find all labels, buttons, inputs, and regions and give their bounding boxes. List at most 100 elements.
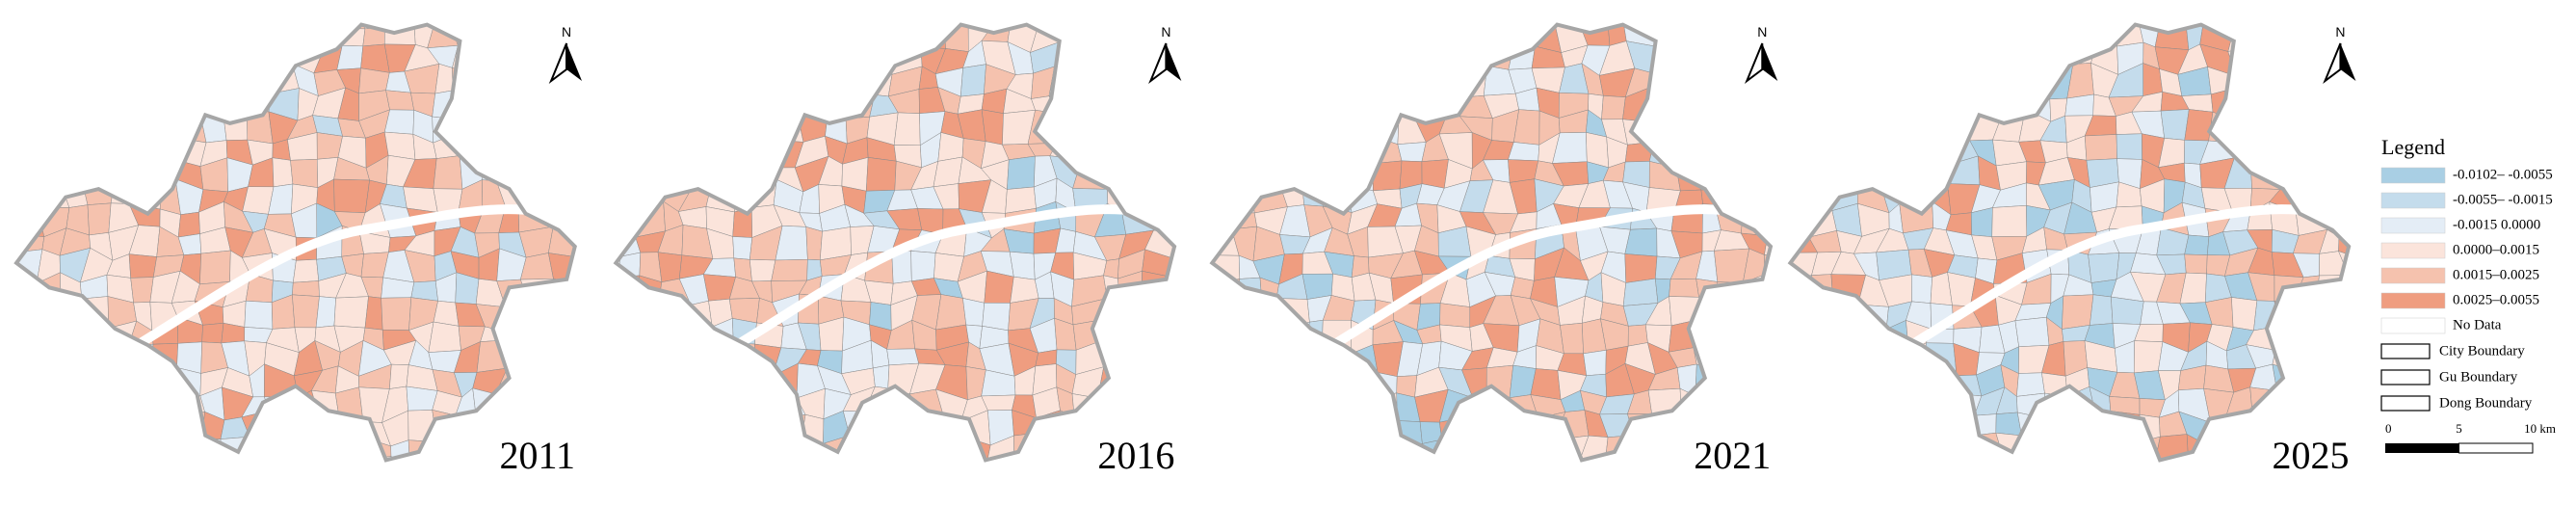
- dong-area: [37, 391, 70, 422]
- dong-area: [865, 157, 897, 192]
- dong-area: [1832, 372, 1860, 394]
- dong-area: [590, 275, 622, 306]
- dong-area: [1419, 24, 1448, 29]
- dong-area: [733, 433, 760, 461]
- dong-area: [1648, 86, 1676, 122]
- dong-area: [1058, 482, 1083, 505]
- dong-area: [1117, 342, 1151, 377]
- dong-area: [2319, 480, 2346, 503]
- dong-area: [1653, 45, 1681, 77]
- dong-area: [150, 367, 181, 392]
- dong-area: [152, 40, 179, 67]
- dong-area: [1814, 299, 1837, 332]
- dong-area: [544, 300, 575, 329]
- dong-area: [38, 140, 69, 164]
- dong-area: [1901, 433, 1936, 461]
- dong-area: [409, 462, 434, 489]
- dong-area: [640, 480, 668, 505]
- dong-area: [105, 139, 139, 166]
- dong-area: [733, 155, 758, 188]
- dong-area: [333, 296, 369, 329]
- dong-area: [16, 316, 41, 353]
- dong-area: [1256, 68, 1287, 97]
- dong-area: [1238, 388, 1261, 418]
- dong-area: [1859, 343, 1889, 377]
- dong-area: [1212, 346, 1240, 378]
- dong-area: [795, 456, 828, 461]
- dong-area: [525, 86, 555, 118]
- dong-area: [635, 24, 661, 26]
- dong-area: [1946, 87, 1975, 120]
- dong-area: [292, 280, 320, 297]
- dong-area: [590, 369, 621, 389]
- dong-area: [2272, 363, 2300, 394]
- dong-area: [2363, 28, 2398, 48]
- dong-area: [1722, 24, 1744, 48]
- dong-area: [241, 458, 278, 461]
- dong-area: [1327, 365, 1350, 399]
- dong-area: [936, 489, 970, 505]
- dong-area: [754, 139, 774, 169]
- dong-area: [2346, 275, 2350, 304]
- dong-area: [1321, 24, 1357, 30]
- boundary-swatch: [2380, 369, 2431, 385]
- dong-area: [1141, 322, 1175, 344]
- dong-area: [705, 412, 738, 441]
- dong-area: [2184, 234, 2210, 255]
- dong-area: [2184, 253, 2208, 275]
- dong-area: [898, 409, 921, 442]
- dong-area: [1397, 24, 1425, 50]
- dong-area: [1301, 415, 1331, 443]
- dong-area: [1212, 91, 1242, 121]
- dong-area: [2363, 0, 2396, 29]
- dong-area: [578, 161, 601, 181]
- dong-area: [102, 371, 139, 397]
- dong-area: [1722, 42, 1744, 72]
- dong-area: [1833, 111, 1866, 143]
- dong-area: [1790, 70, 1820, 96]
- dong-area: [292, 24, 325, 51]
- dong-area: [1122, 24, 1148, 30]
- dong-area: [222, 109, 249, 141]
- dong-area: [2160, 109, 2190, 141]
- dong-area: [87, 202, 112, 236]
- dong-area: [81, 371, 106, 390]
- dong-area: [1834, 326, 1861, 353]
- dong-area: [56, 410, 87, 447]
- dong-area: [1645, 0, 1677, 23]
- north-label: N: [1757, 24, 1767, 40]
- dong-area: [658, 303, 692, 328]
- dong-area: [2116, 133, 2142, 160]
- dong-area: [315, 296, 336, 329]
- dong-area: [2014, 24, 2045, 30]
- dong-area: [523, 45, 548, 73]
- dong-area: [202, 42, 227, 73]
- dong-area: [2365, 90, 2390, 118]
- dong-area: [686, 459, 715, 461]
- dong-area: [40, 316, 60, 351]
- dong-area: [290, 24, 322, 26]
- legend-label: -0.0015 0.0000: [2453, 217, 2540, 232]
- dong-area: [1238, 159, 1255, 192]
- dong-area: [1788, 462, 1817, 492]
- dong-area: [2155, 434, 2190, 461]
- dong-area: [1857, 156, 1888, 193]
- dong-area: [1741, 111, 1768, 144]
- dong-area: [1305, 86, 1334, 120]
- dong-area: [1007, 155, 1036, 190]
- dong-area: [1722, 480, 1750, 505]
- dong-area: [2089, 439, 2120, 461]
- dong-area: [591, 324, 615, 348]
- dong-area: [616, 209, 636, 238]
- dong-area: [1367, 439, 1405, 461]
- dong-area: [1280, 367, 1309, 394]
- dong-area: [1279, 414, 1308, 445]
- dong-area: [1899, 40, 1934, 71]
- dong-area: [679, 24, 716, 48]
- dong-area: [1299, 365, 1335, 398]
- dong-area: [1902, 24, 1933, 48]
- dong-area: [2020, 72, 2051, 100]
- dong-area: [1212, 369, 1243, 390]
- dong-area: [1190, 484, 1219, 505]
- dong-area: [1142, 89, 1168, 121]
